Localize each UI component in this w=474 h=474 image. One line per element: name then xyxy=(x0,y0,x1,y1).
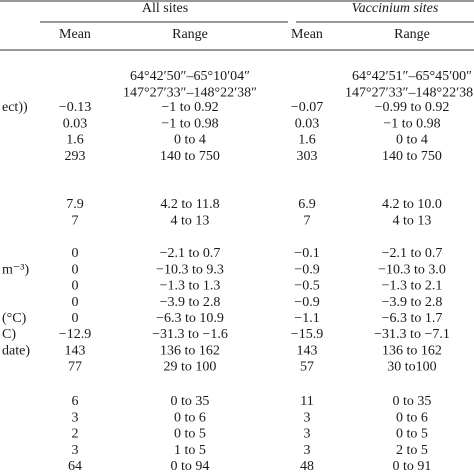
cell: −0.1 xyxy=(294,246,319,261)
cell: −3.9 to 2.8 xyxy=(382,295,443,310)
cell: 0 xyxy=(72,246,79,261)
column-header: Range xyxy=(172,27,208,42)
cell: 0 to 5 xyxy=(396,427,428,442)
cell: −3.9 to 2.8 xyxy=(160,295,221,310)
cell: 7.9 xyxy=(66,197,84,212)
cell: 0 xyxy=(72,311,79,326)
cell: 3 xyxy=(72,443,79,458)
cell: 303 xyxy=(297,149,318,164)
cell: 140 to 750 xyxy=(382,149,442,164)
column-header: Range xyxy=(394,27,430,42)
cell: 293 xyxy=(65,149,86,164)
cell: 3 xyxy=(304,410,311,425)
cell: −0.9 xyxy=(294,295,319,310)
cell: −1.3 to 1.3 xyxy=(160,279,221,294)
cell: −2.1 to 0.7 xyxy=(160,246,221,261)
cell: −1 to 0.98 xyxy=(161,116,218,131)
cell: 29 to 100 xyxy=(164,360,217,375)
cell: −15.9 xyxy=(291,327,323,342)
cell: −12.9 xyxy=(59,327,91,342)
cell: 64°42′50″–65°10′04″ xyxy=(130,69,250,84)
cell: 0 to 6 xyxy=(174,410,206,425)
cell: 4.2 to 11.8 xyxy=(160,197,219,212)
cell: 0 to 35 xyxy=(171,394,210,409)
cell: 6 xyxy=(72,394,79,409)
cell: 1.6 xyxy=(66,133,84,148)
cell: 0 to 4 xyxy=(174,133,206,148)
cell: 2 xyxy=(72,427,79,442)
cell: 2 to 5 xyxy=(396,443,428,458)
cell: 4.2 to 10.0 xyxy=(382,197,442,212)
cell: 64°42′51″–65°45′00″ xyxy=(352,69,472,84)
row-label: ect)) xyxy=(2,100,28,115)
cell: 147°27′33″–148°22′38″ xyxy=(345,85,474,100)
cell: 57 xyxy=(300,360,314,375)
cell: 136 to 162 xyxy=(160,343,220,358)
cell: −0.9 xyxy=(294,262,319,277)
cell: −10.3 to 3.0 xyxy=(378,262,446,277)
cell: 3 xyxy=(304,443,311,458)
cell: 143 xyxy=(65,343,86,358)
cell: 0 to 91 xyxy=(393,459,432,474)
cell: 136 to 162 xyxy=(382,343,442,358)
column-header: Mean xyxy=(291,27,323,42)
cell: 4 to 13 xyxy=(393,213,432,228)
cell: 11 xyxy=(300,394,313,409)
cell: 0 xyxy=(72,295,79,310)
cell: −6.3 to 1.7 xyxy=(382,311,443,326)
row-label: (°C) xyxy=(2,311,27,326)
cell: 140 to 750 xyxy=(160,149,220,164)
cell: 0.03 xyxy=(63,116,88,131)
row-label: date) xyxy=(2,343,30,358)
cell: 0 to 35 xyxy=(393,394,432,409)
column-header: Mean xyxy=(59,27,91,42)
cell: −0.07 xyxy=(291,100,323,115)
cell: 0 to 4 xyxy=(396,133,428,148)
cell: 77 xyxy=(68,360,82,375)
cell: −31.3 to −7.1 xyxy=(374,327,450,342)
cell: 3 xyxy=(304,427,311,442)
cell: −1 to 0.92 xyxy=(161,100,218,115)
row-label: m⁻³) xyxy=(2,262,29,277)
cell: −0.13 xyxy=(59,100,91,115)
cell: −1.3 to 2.1 xyxy=(382,279,443,294)
cell: −0.5 xyxy=(294,279,319,294)
cell: 64 xyxy=(68,459,82,474)
cell: 0 to 5 xyxy=(174,427,206,442)
cell: −0.99 to 0.92 xyxy=(375,100,450,115)
cell: 0 to 94 xyxy=(171,459,210,474)
cell: −6.3 to 10.9 xyxy=(156,311,224,326)
cell: 1 to 5 xyxy=(174,443,206,458)
cell: 7 xyxy=(304,213,311,228)
cell: 0 to 6 xyxy=(396,410,428,425)
cell: 1.6 xyxy=(298,133,316,148)
cell: 4 to 13 xyxy=(171,213,210,228)
group-header: All sites xyxy=(142,1,188,16)
cell: −2.1 to 0.7 xyxy=(382,246,443,261)
cell: −1.1 xyxy=(294,311,319,326)
cell: −10.3 to 9.3 xyxy=(156,262,224,277)
cell: 147°27′33″–148°22′38″ xyxy=(123,85,257,100)
cell: 0.03 xyxy=(295,116,320,131)
cell: 7 xyxy=(72,213,79,228)
cell: 6.9 xyxy=(298,197,316,212)
cell: 3 xyxy=(72,410,79,425)
cell: 143 xyxy=(297,343,318,358)
cell: 30 to100 xyxy=(387,360,436,375)
cell: 0 xyxy=(72,262,79,277)
row-label: C) xyxy=(2,327,16,342)
cell: −1 to 0.98 xyxy=(383,116,440,131)
cell: −31.3 to −1.6 xyxy=(152,327,228,342)
cell: 48 xyxy=(300,459,314,474)
cell: 0 xyxy=(72,279,79,294)
group-header: Vaccinium sites xyxy=(352,1,439,16)
